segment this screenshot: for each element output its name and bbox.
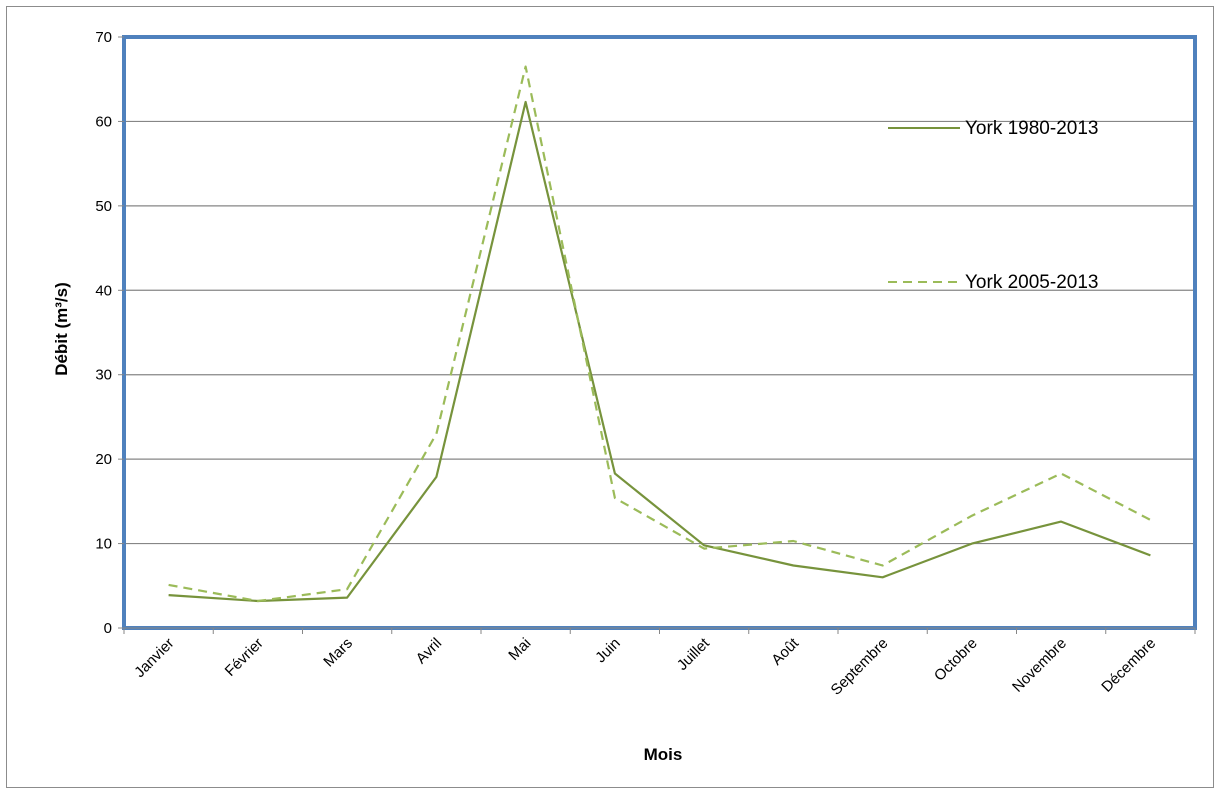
- x-tick-label-9: Octobre: [931, 635, 981, 685]
- y-axis-title: Débit (m³/s): [52, 282, 71, 376]
- series-line-1: [168, 65, 1151, 603]
- legend-label-york-1980-2013: York 1980-2013: [965, 118, 1098, 139]
- gridlines: [124, 120, 1195, 545]
- y-tick-label-50: 50: [95, 198, 112, 215]
- y-tick-label-70: 70: [95, 29, 112, 46]
- x-tick-label-7: Août: [768, 634, 802, 668]
- chart-frame: [6, 6, 1214, 788]
- x-tick-label-8: Septembre: [828, 635, 892, 699]
- axes: [118, 36, 1196, 634]
- y-tick-labels: 0 10 20 30 40 50 60 70: [95, 29, 112, 637]
- series-line-0: [168, 100, 1151, 603]
- x-tick-label-1: Février: [222, 635, 267, 680]
- y-tick-label-0: 0: [104, 620, 112, 637]
- x-tick-label-3: Avril: [413, 635, 445, 667]
- legend-label-york-2005-2013: York 2005-2013: [965, 272, 1098, 293]
- x-tick-label-10: Novembre: [1009, 635, 1070, 696]
- x-tick-label-5: Juin: [592, 635, 623, 666]
- x-tick-labels: Janvier Février Mars Avril Mai Juin Juillet Aoû…: [131, 634, 1159, 698]
- y-tick-label-20: 20: [95, 451, 112, 468]
- y-tick-label-60: 60: [95, 113, 112, 130]
- y-tick-label-40: 40: [95, 282, 112, 299]
- x-tick-label-4: Mai: [505, 635, 534, 664]
- legend: York 1980-2013 York 2005-2013: [888, 118, 1098, 293]
- y-tick-label-30: 30: [95, 367, 112, 384]
- x-tick-label-6: Juillet: [674, 634, 714, 674]
- x-tick-label-2: Mars: [320, 635, 356, 671]
- y-tick-label-10: 10: [95, 536, 112, 553]
- series-lines: [168, 65, 1151, 603]
- x-axis-title: Mois: [644, 745, 683, 764]
- x-tick-label-0: Janvier: [131, 635, 177, 681]
- x-tick-label-11: Décembre: [1098, 635, 1159, 696]
